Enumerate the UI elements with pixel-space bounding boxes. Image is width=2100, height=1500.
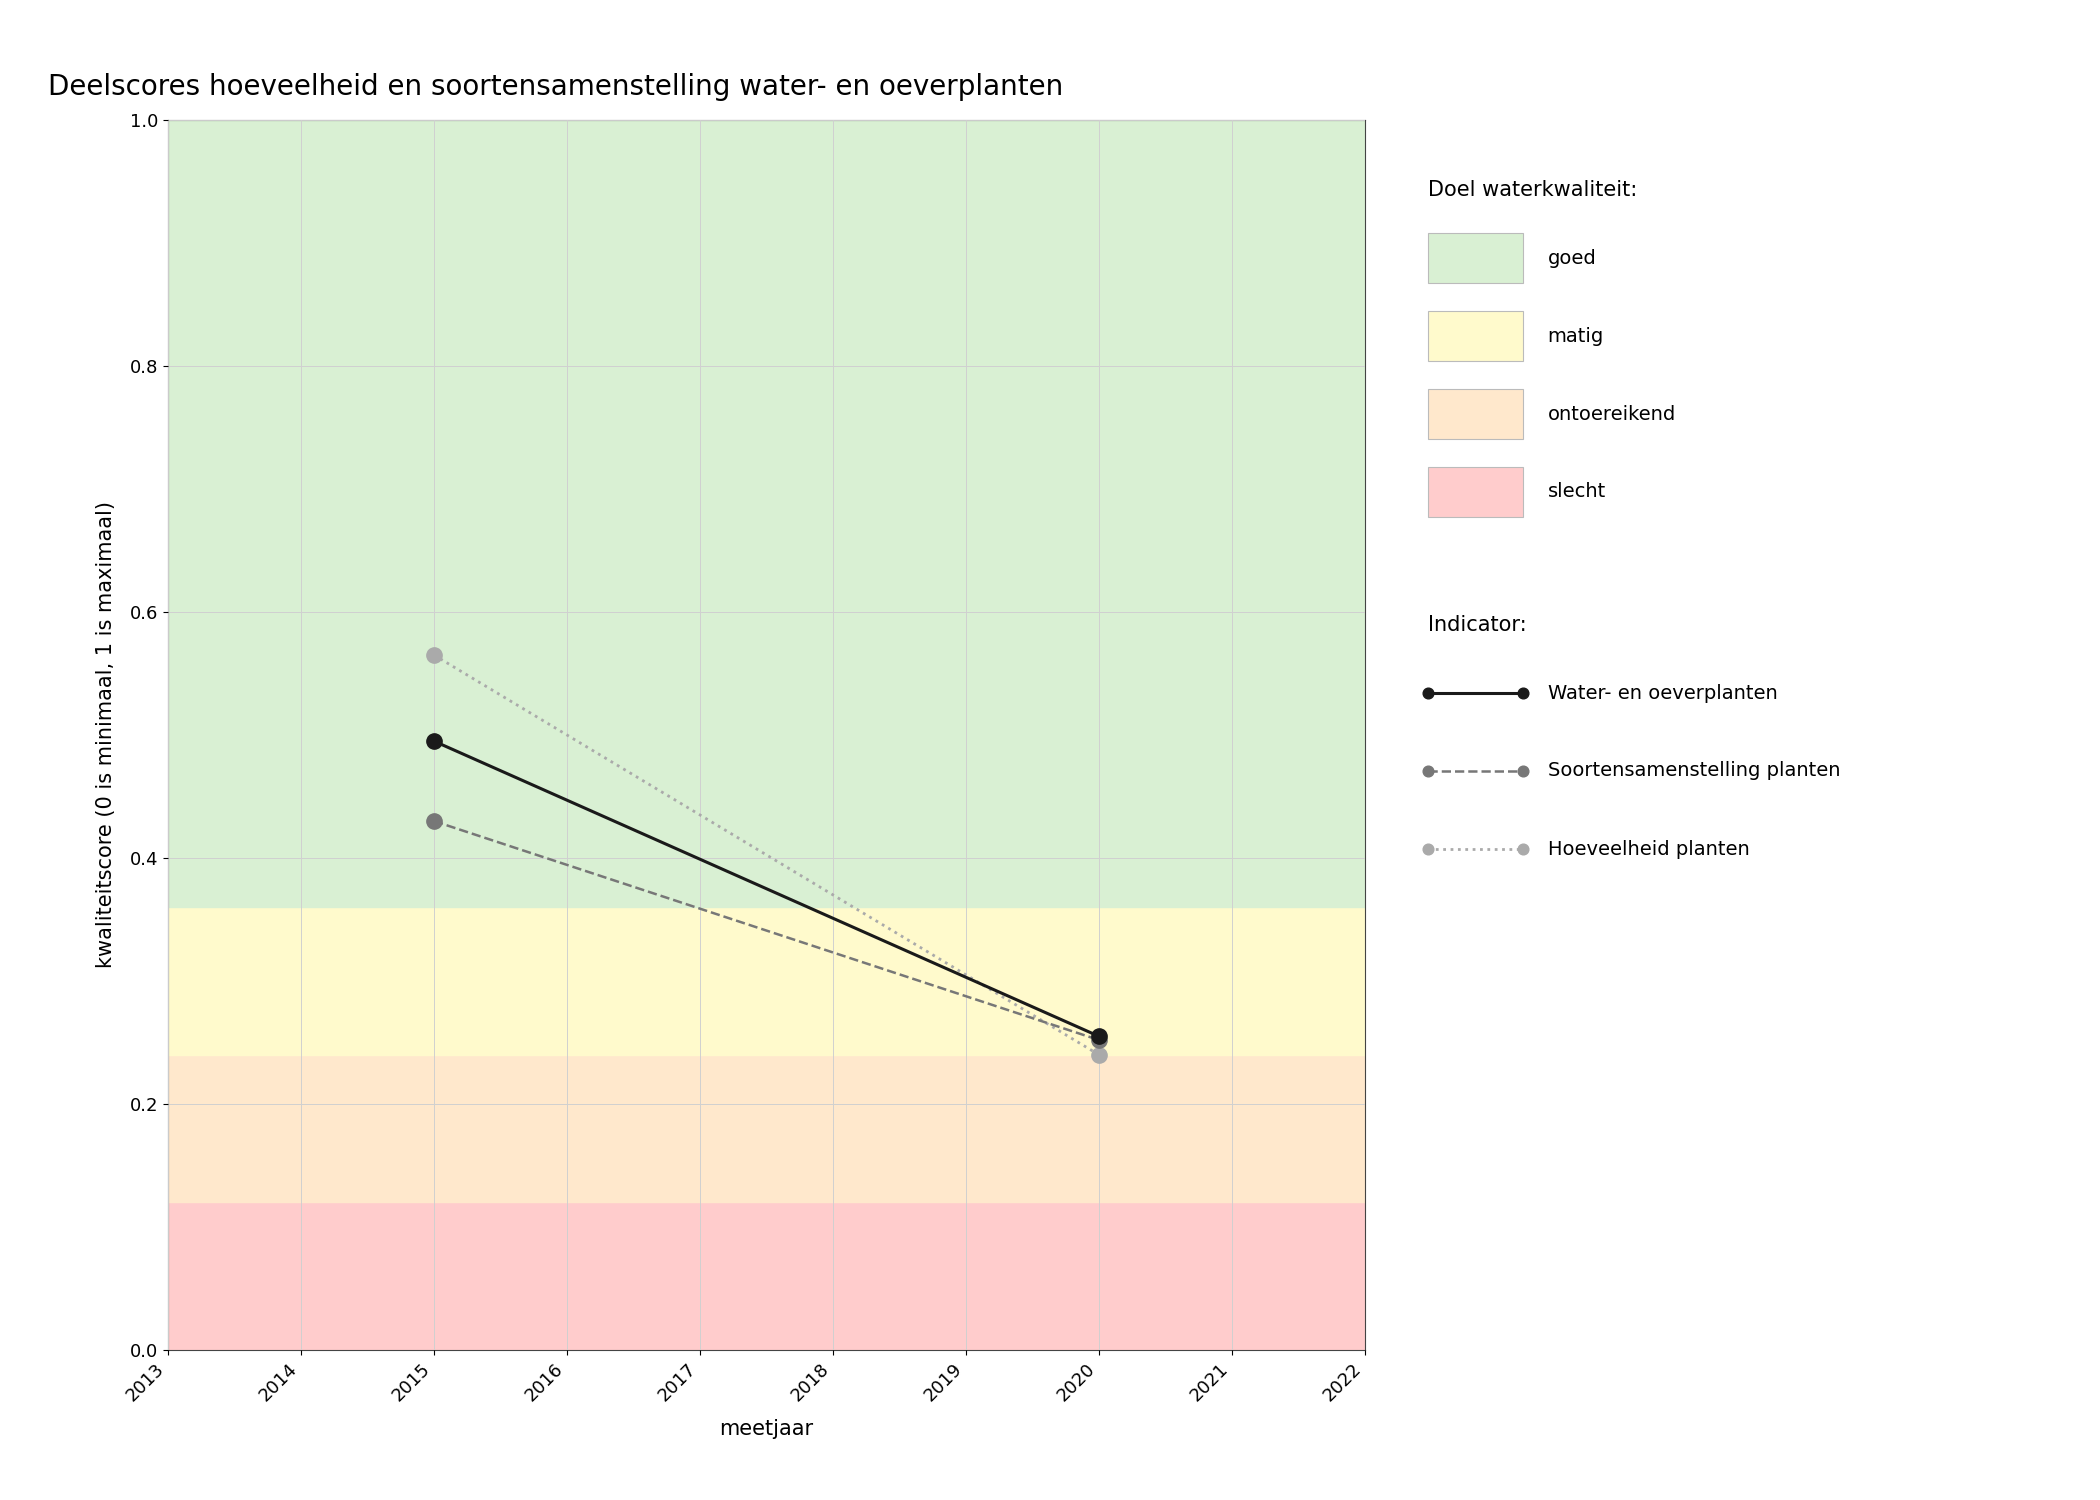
Water- en oeverplanten: [422, 732, 447, 750]
Line: Soortensamenstelling planten: Soortensamenstelling planten: [426, 813, 1107, 1047]
Text: Water- en oeverplanten: Water- en oeverplanten: [1548, 684, 1777, 702]
Text: Deelscores hoeveelheid en soortensamenstelling water- en oeverplanten: Deelscores hoeveelheid en soortensamenst…: [48, 74, 1063, 100]
Text: Indicator:: Indicator:: [1428, 615, 1527, 634]
Hoeveelheid planten: [1086, 1046, 1111, 1064]
Text: matig: matig: [1548, 327, 1604, 345]
Y-axis label: kwaliteitscore (0 is minimaal, 1 is maximaal): kwaliteitscore (0 is minimaal, 1 is maxi…: [97, 501, 116, 969]
Text: Doel waterkwaliteit:: Doel waterkwaliteit:: [1428, 180, 1638, 200]
Text: Soortensamenstelling planten: Soortensamenstelling planten: [1548, 762, 1840, 780]
Soortensamenstelling planten: [1086, 1030, 1111, 1048]
Hoeveelheid planten: [422, 646, 447, 664]
Text: ontoereikend: ontoereikend: [1548, 405, 1676, 423]
Soortensamenstelling planten: [422, 812, 447, 830]
Text: goed: goed: [1548, 249, 1596, 267]
Text: Hoeveelheid planten: Hoeveelheid planten: [1548, 840, 1749, 858]
Bar: [168, 1203, 1365, 1350]
X-axis label: meetjaar: meetjaar: [720, 1419, 813, 1438]
Bar: [168, 120, 1365, 908]
Line: Water- en oeverplanten: Water- en oeverplanten: [426, 734, 1107, 1044]
Water- en oeverplanten: [1086, 1028, 1111, 1045]
Bar: [168, 908, 1365, 1054]
Text: slecht: slecht: [1548, 483, 1606, 501]
Bar: [168, 1054, 1365, 1203]
Line: Hoeveelheid planten: Hoeveelheid planten: [426, 648, 1107, 1062]
